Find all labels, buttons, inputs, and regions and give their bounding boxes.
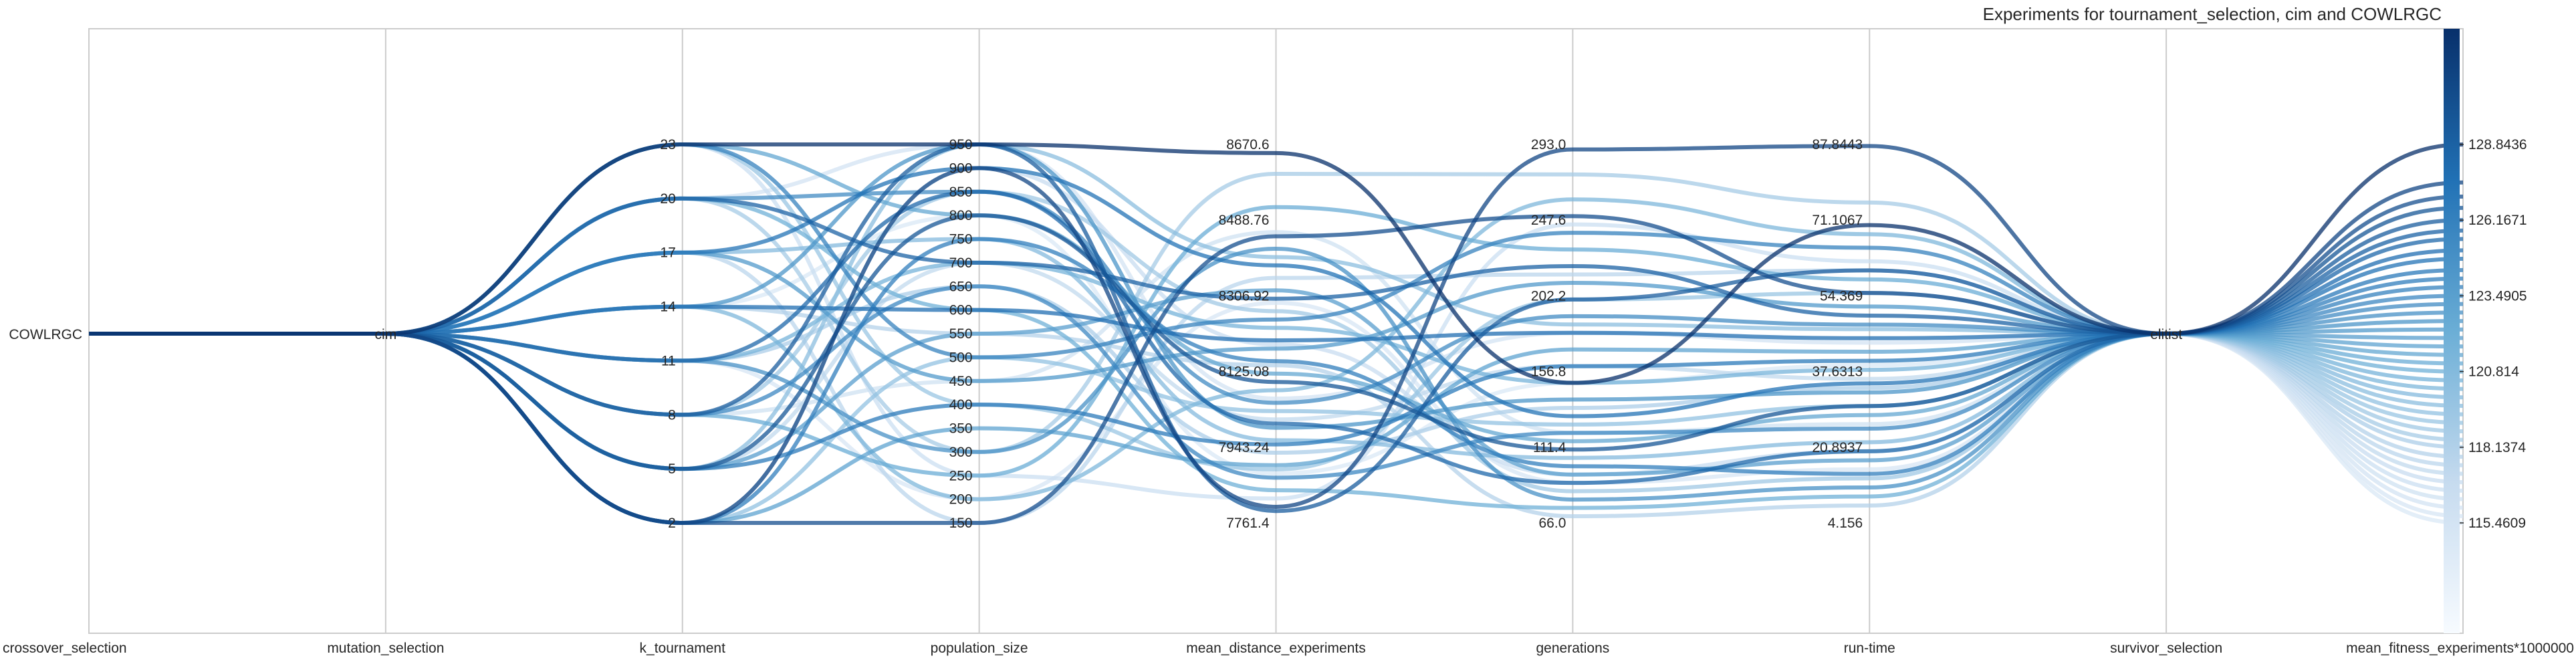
tick-label-run-time-3: 54.369 (1820, 288, 1863, 304)
tick-label-population_size-7: 500 (949, 350, 973, 365)
series-line-6 (89, 189, 2464, 485)
tick-label-population_size-3: 300 (949, 445, 973, 460)
tick-label-k_tournament-0: 2 (668, 516, 676, 531)
tick-label-population_size-13: 800 (949, 208, 973, 223)
colorbar-tick-label-2: 120.814 (2468, 364, 2519, 380)
tick-label-population_size-16: 950 (949, 137, 973, 152)
tick-label-population_size-12: 750 (949, 232, 973, 247)
axis-name-crossover_selection: crossover_selection (3, 641, 127, 656)
tick-label-k_tournament-1: 5 (668, 461, 676, 477)
series-line-0 (89, 142, 2464, 385)
colorbar-tick-label-3: 123.4905 (2468, 288, 2527, 304)
tick-label-population_size-5: 400 (949, 397, 973, 413)
axis-name-survivor_selection: survivor_selection (2110, 641, 2222, 656)
series-line-5 (89, 196, 2464, 336)
axis-name-mean_distance_experiments: mean_distance_experiments (1186, 641, 1366, 656)
axis-name-mutation_selection: mutation_selection (327, 641, 444, 656)
tick-label-mutation_selection: cim (375, 327, 397, 342)
tick-label-population_size-6: 450 (949, 374, 973, 389)
axis-name-population_size: population_size (931, 641, 1028, 656)
tick-label-mean_distance_experiments-2: 8125.08 (1219, 364, 1270, 380)
series-line-8 (89, 166, 2464, 419)
series-lines (89, 142, 2464, 526)
tick-label-mean_distance_experiments-4: 8488.76 (1219, 213, 1270, 228)
colorbar-ticks: 115.4609 118.1374 120.814 123.4905 126.1671 1… (2460, 137, 2527, 531)
series-line-3 (89, 205, 2464, 471)
tick-label-population_size-4: 350 (949, 421, 973, 437)
tick-label-population_size-8: 550 (949, 326, 973, 342)
tick-label-run-time-2: 37.6313 (1812, 364, 1863, 380)
tick-label-survivor_selection: elitist (2150, 327, 2182, 342)
series-line-1 (89, 144, 2464, 526)
axis-name-k_tournament: k_tournament (640, 641, 726, 656)
tick-label-mean_distance_experiments-0: 7761.4 (1226, 516, 1270, 531)
tick-label-k_tournament-4: 14 (660, 300, 676, 315)
tick-label-population_size-1: 200 (949, 492, 973, 508)
tick-label-population_size-0: 150 (949, 516, 973, 531)
tick-label-run-time-4: 71.1067 (1812, 213, 1863, 228)
colorbar-tick-label-0: 115.4609 (2468, 516, 2526, 531)
tick-label-generations-0: 66.0 (1539, 516, 1566, 531)
tick-label-generations-2: 156.8 (1531, 364, 1566, 380)
chart-title: Experiments for tournament_selection, ci… (1983, 4, 2442, 24)
tick-label-population_size-2: 250 (949, 468, 973, 483)
tick-label-k_tournament-3: 11 (661, 353, 676, 368)
tick-label-generations-1: 111.4 (1533, 440, 1566, 455)
tick-label-population_size-11: 700 (949, 255, 973, 271)
series-line-7 (89, 248, 2464, 342)
tick-label-mean_distance_experiments-1: 7943.24 (1219, 440, 1270, 455)
axis-names: crossover_selection mutation_selection k_t… (3, 641, 2574, 656)
axis-name-mean_fitness_experiments*1000000: mean_fitness_experiments*1000000 (2346, 641, 2574, 656)
axis-name-generations: generations (1536, 641, 1610, 656)
tick-label-generations-4: 247.6 (1531, 213, 1566, 228)
colorbar: 115.4609 118.1374 120.814 123.4905 126.1671 1… (2444, 29, 2527, 633)
tick-label-population_size-10: 650 (949, 279, 973, 294)
axes-layer (384, 29, 2168, 633)
tick-label-crossover_selection: COWLRGC (9, 327, 82, 342)
tick-label-run-time-5: 87.8443 (1812, 137, 1863, 152)
tick-label-population_size-15: 900 (949, 160, 973, 176)
tick-label-run-time-0: 4.156 (1828, 516, 1863, 531)
tick-label-mean_distance_experiments-5: 8670.6 (1226, 137, 1269, 152)
colorbar-gradient (2444, 29, 2460, 633)
colorbar-tick-label-1: 118.1374 (2468, 440, 2526, 455)
axis-tick-labels: COWLRGC cim 2 5 8 11 14 17 20 23 150 200 250 300 350 40… (9, 137, 2182, 531)
tick-label-k_tournament-6: 20 (660, 191, 675, 207)
tick-label-k_tournament-7: 23 (660, 137, 675, 152)
tick-label-k_tournament-2: 8 (668, 407, 676, 423)
series-line-4 (89, 142, 2464, 514)
tick-label-population_size-9: 600 (949, 303, 973, 318)
tick-label-k_tournament-5: 17 (660, 245, 675, 261)
tick-label-generations-5: 293.0 (1531, 137, 1566, 152)
colorbar-tick-label-5: 128.8436 (2468, 137, 2527, 152)
axis-name-run-time: run-time (1844, 641, 1895, 656)
tick-label-mean_distance_experiments-3: 8306.92 (1219, 288, 1270, 304)
tick-label-run-time-1: 20.8937 (1812, 440, 1863, 455)
tick-label-population_size-14: 850 (949, 185, 973, 200)
tick-label-generations-3: 202.2 (1531, 288, 1566, 304)
colorbar-tick-label-4: 126.1671 (2468, 213, 2527, 228)
